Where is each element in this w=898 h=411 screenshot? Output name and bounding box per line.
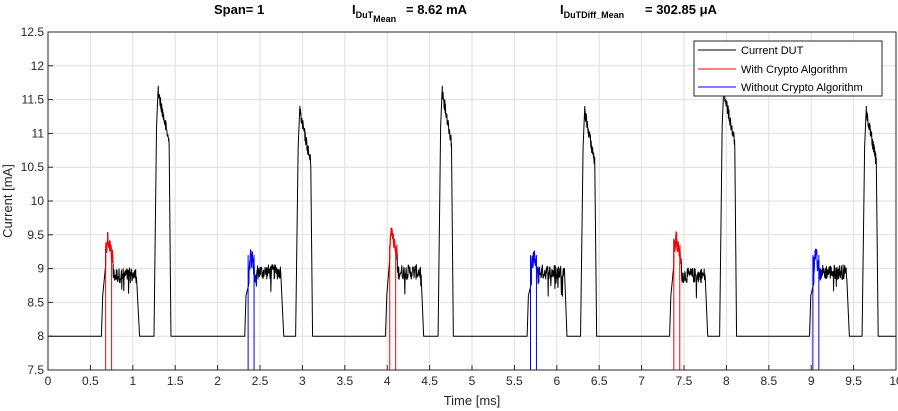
x-tick-label: 3 <box>299 374 306 388</box>
legend: Current DUT With Crypto Algorithm Withou… <box>693 40 883 97</box>
title-diff-value: = 302.85 μA <box>645 2 718 17</box>
x-tick-label: 8.5 <box>760 374 777 388</box>
x-tick-label: 4.5 <box>421 374 438 388</box>
y-tick-label: 11 <box>32 126 45 140</box>
x-tick-label: 7 <box>638 374 645 388</box>
series-without-crypto-segment <box>248 249 257 287</box>
x-tick-label: 1.5 <box>167 374 184 388</box>
series-without-crypto-segment <box>530 250 540 284</box>
series-layer <box>48 85 896 370</box>
title-dut-value: = 8.62 mA <box>406 2 468 17</box>
y-tick-label: 8.5 <box>27 295 44 309</box>
x-tick-label: 0 <box>45 374 52 388</box>
y-tick-label: 10 <box>31 194 45 208</box>
legend-label-with-crypto: With Crypto Algorithm <box>741 64 847 76</box>
x-axis-label: Time [ms] <box>444 393 501 408</box>
x-tick-label: 5.5 <box>506 374 523 388</box>
title-diff-mean: IDuTDiff_Mean <box>560 2 624 20</box>
y-tick-label: 10.5 <box>21 160 45 174</box>
x-tick-label: 7.5 <box>676 374 693 388</box>
x-tick-label: 2.5 <box>252 374 269 388</box>
chart-title: Span= 1 IDuTMean = 8.62 mA IDuTDiff_Mean… <box>214 2 718 24</box>
x-tick-label: 6 <box>553 374 560 388</box>
title-span: Span= 1 <box>214 2 264 17</box>
x-tick-label: 0.5 <box>82 374 99 388</box>
x-tick-label: 1 <box>129 374 136 388</box>
x-tick-label: 5 <box>469 374 476 388</box>
x-tick-label: 4 <box>384 374 391 388</box>
series-with-crypto-segment <box>673 230 682 266</box>
x-tick-label: 3.5 <box>336 374 353 388</box>
y-tick-label: 9 <box>37 262 44 276</box>
y-tick-label: 11.5 <box>22 93 45 107</box>
y-tick-label: 12.5 <box>21 25 45 39</box>
x-tick-label: 2 <box>214 374 221 388</box>
x-tick-label: 9.5 <box>845 374 862 388</box>
series-without-crypto-segment <box>813 248 822 284</box>
y-tick-label: 7.5 <box>27 363 44 377</box>
y-axis-ticks: 7.5 8 8.5 9 9.5 10 10.5 11 11.5 12 12.5 <box>21 25 53 377</box>
legend-label-current-dut: Current DUT <box>741 45 804 57</box>
y-tick-label: 12 <box>31 59 45 73</box>
x-tick-label: 10 <box>889 374 898 388</box>
x-tick-label: 8 <box>723 374 730 388</box>
y-axis-label: Current [mA] <box>0 164 15 238</box>
legend-label-without-crypto: Without Crypto Algorithm <box>741 82 863 94</box>
y-tick-label: 9.5 <box>27 228 44 242</box>
x-tick-label: 6.5 <box>591 374 608 388</box>
x-axis-ticks: 0 0.5 1 1.5 2 2.5 3 3.5 4 4.5 5 5.5 6 6.5 7 7.5 8 8.5 9 9.5… <box>45 365 898 388</box>
x-tick-label: 9 <box>808 374 815 388</box>
y-tick-label: 8 <box>37 329 44 343</box>
title-dut-mean: IDuTMean <box>352 2 396 24</box>
